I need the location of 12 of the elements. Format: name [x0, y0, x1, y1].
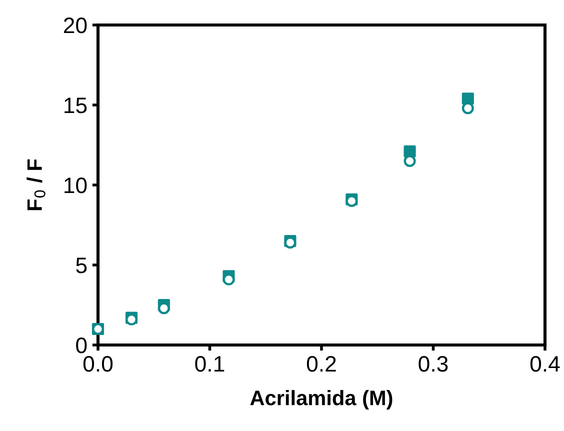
y-tick-label: 0 — [76, 338, 87, 354]
x-tick-label: 0.0 — [83, 356, 113, 372]
y-tick-label: 20 — [64, 18, 87, 34]
y-tick-label: 5 — [76, 258, 87, 274]
x-axis-title: Acrilamida (M) — [250, 390, 392, 410]
y-tick-label: 15 — [64, 98, 87, 114]
x-tick-label: 0.2 — [306, 356, 336, 372]
y-tick-label: 10 — [64, 178, 87, 194]
x-tick-label: 0.4 — [530, 356, 560, 372]
x-tick-label: 0.1 — [195, 356, 224, 372]
y-axis-title: F$_{0}$ / F — [26, 159, 46, 210]
x-tick-label: 0.3 — [418, 356, 448, 372]
